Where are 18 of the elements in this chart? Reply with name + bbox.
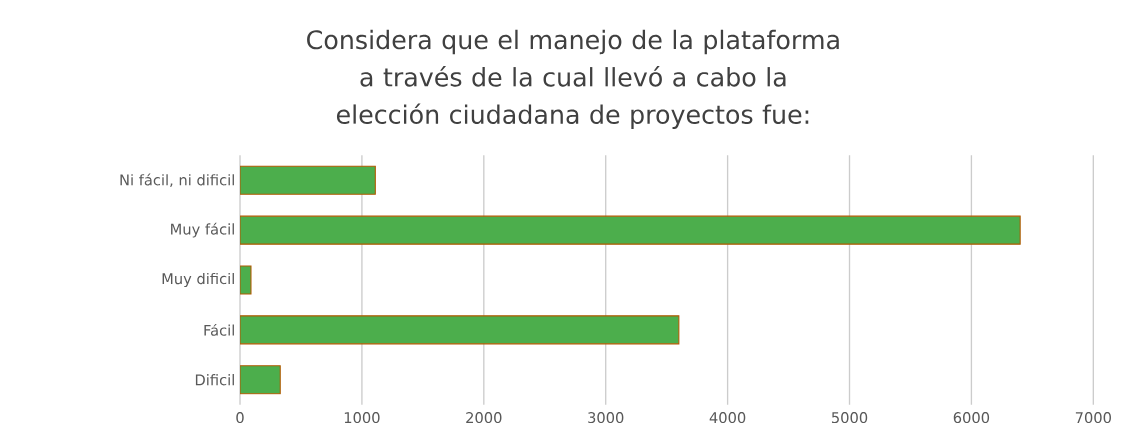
x-tick-label: 0 [236, 412, 244, 424]
y-tick-label: Fácil [204, 323, 234, 336]
x-tick-label: 3000 [588, 412, 624, 424]
bar [240, 215, 1021, 245]
bar [240, 315, 680, 345]
y-tick-label: Dificil [195, 374, 234, 386]
bar [240, 165, 376, 195]
x-tick-label: 6000 [953, 412, 990, 424]
x-tick-label: 5000 [831, 412, 868, 424]
chart-title: Considera que el manejo de la plataforma a través de la cual llevó a cabo la elección ciudadana de proyectos fue: [307, 29, 839, 129]
x-tick-label: 7000 [1075, 412, 1111, 424]
bar [240, 365, 281, 395]
y-tick-label: Muy fácil [171, 222, 234, 238]
y-tick-label: Ni fácil, ni dificil [120, 173, 234, 187]
x-tick-label: 4000 [709, 412, 746, 424]
y-tick-label: Muy dificil [162, 272, 234, 288]
x-tick-label: 2000 [466, 412, 502, 424]
x-tick-label: 1000 [344, 412, 380, 424]
